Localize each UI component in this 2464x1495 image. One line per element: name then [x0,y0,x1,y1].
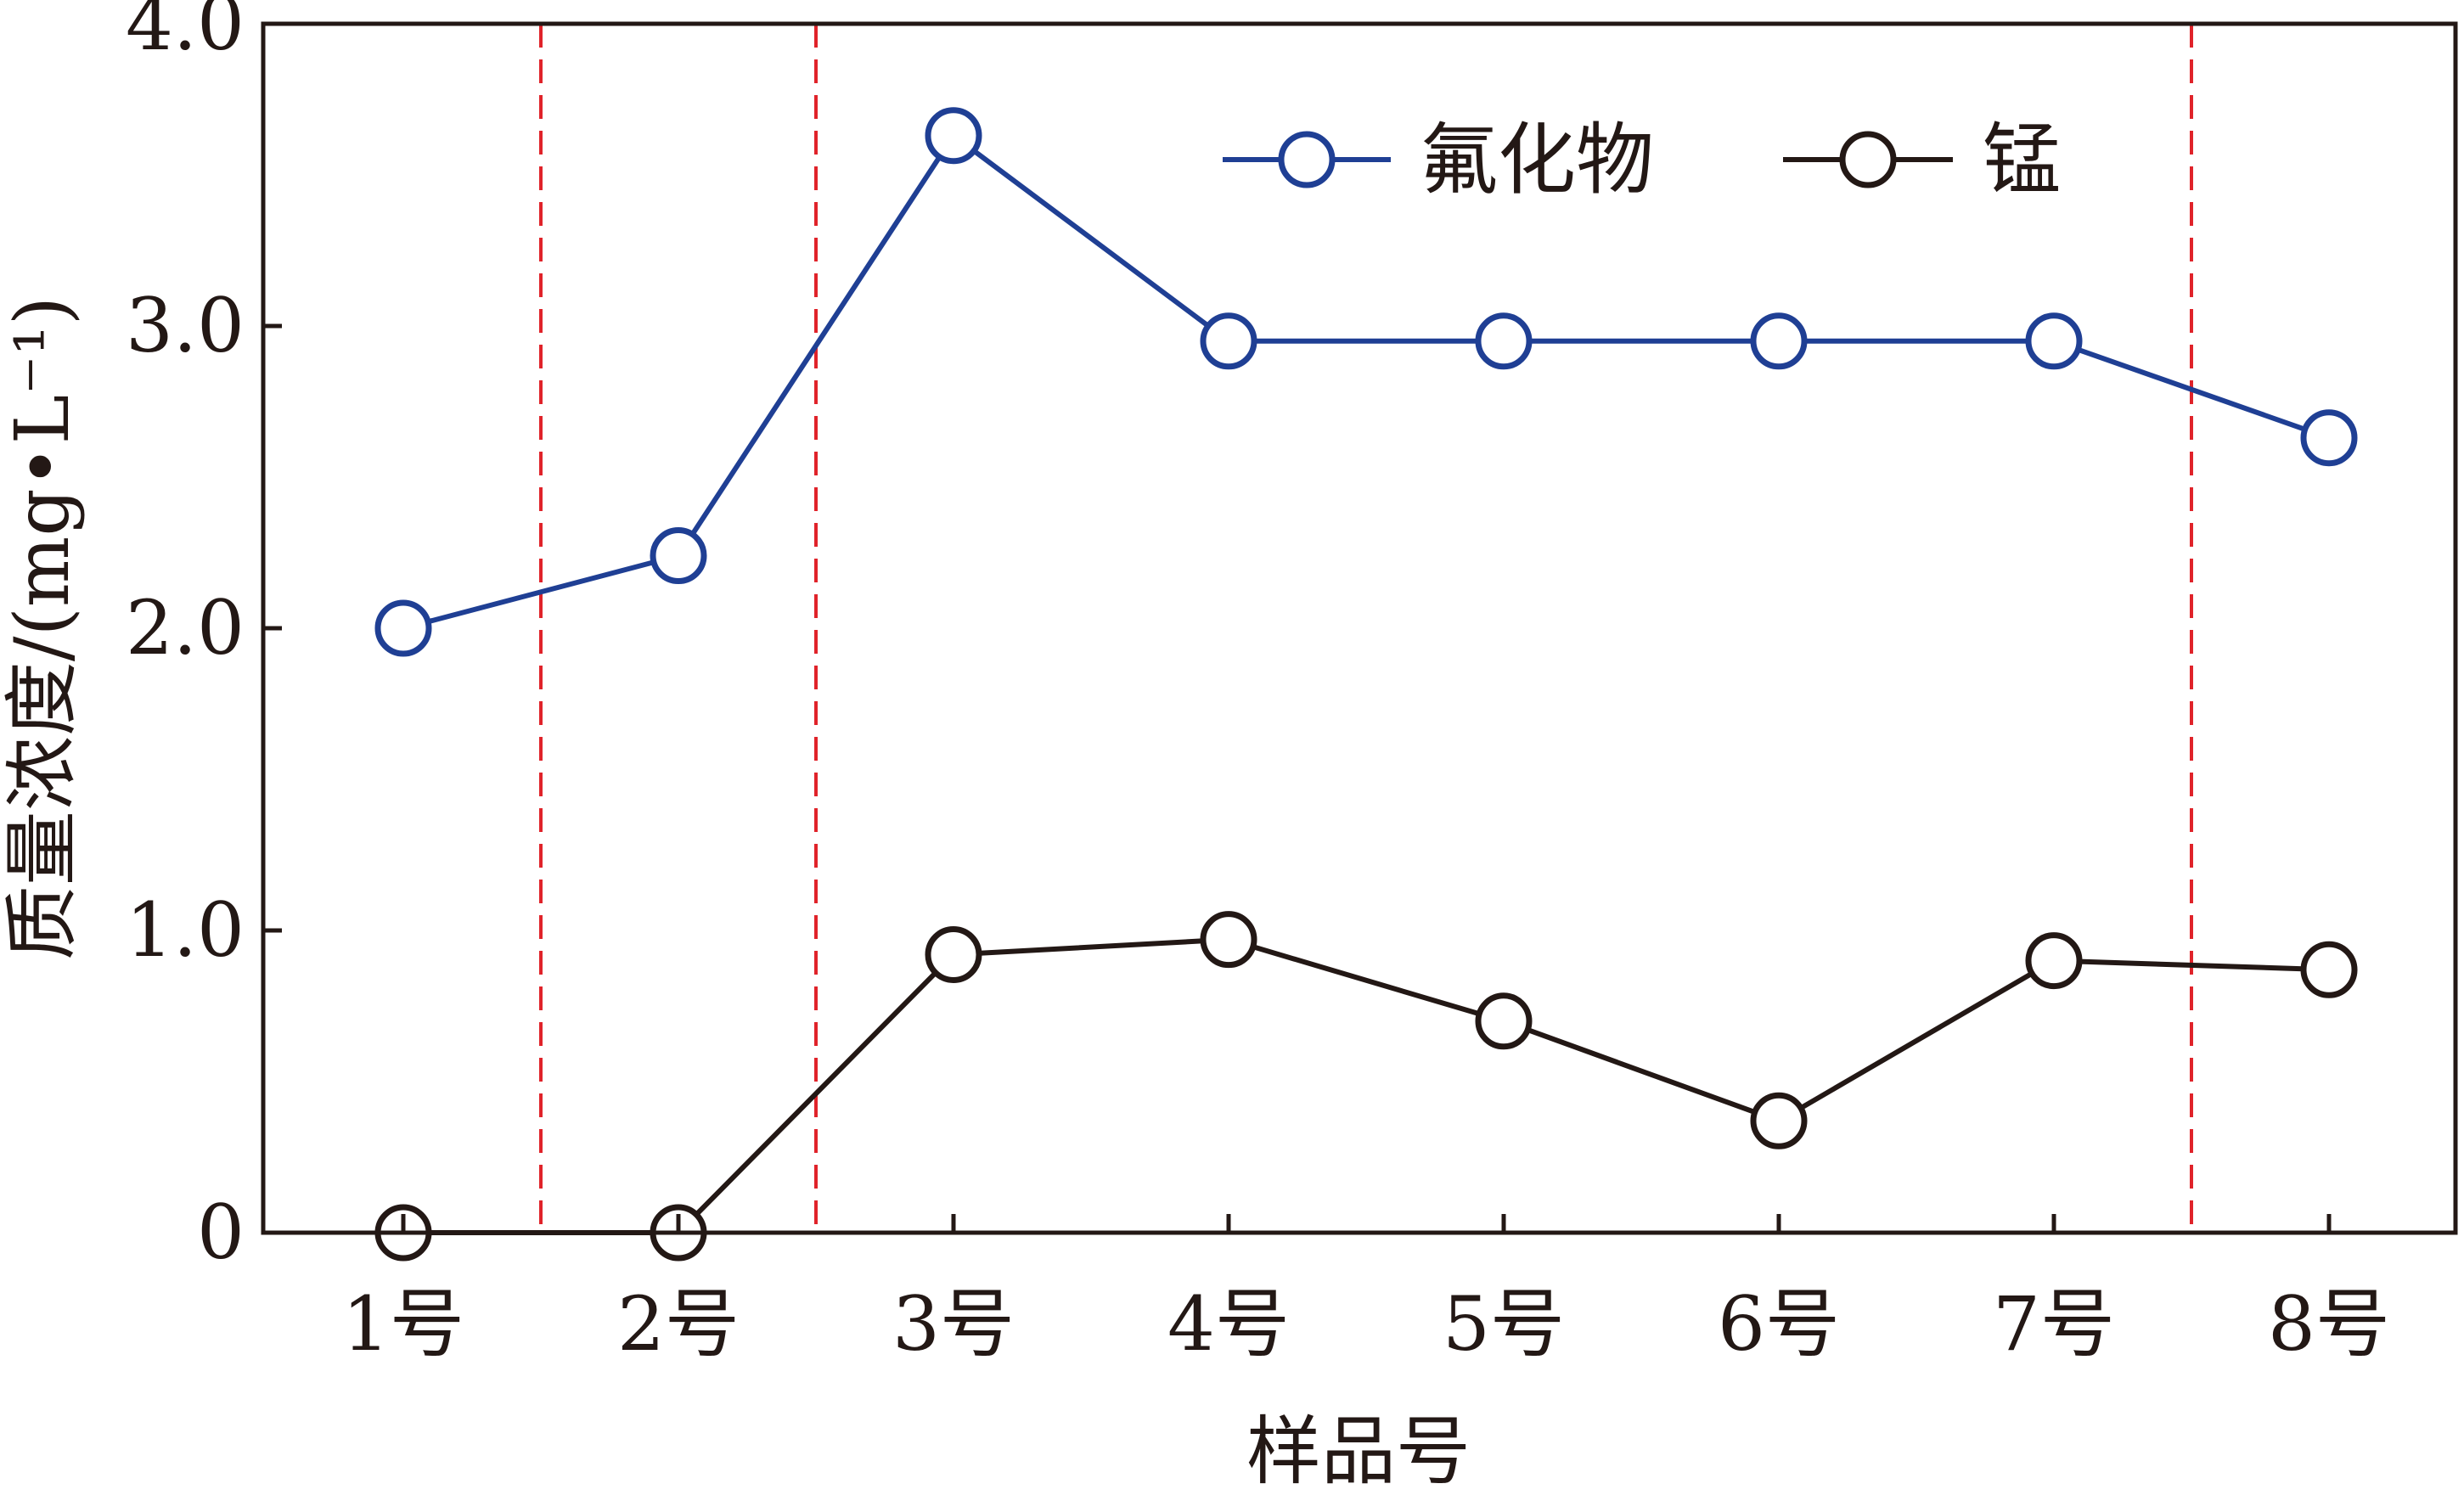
data-point-2-6 [1750,1092,1808,1149]
data-point-1-3 [925,107,982,165]
x-axis-title: 样品号 [1246,1408,1471,1495]
reference-lines [539,24,2193,1233]
legend-label-2: 锰 [1983,115,2061,205]
y-axis-title: 质量浓度/(mg•L⁻¹) [0,296,86,960]
y-tick-label: 3.0 [126,282,245,369]
data-point-1-5 [1475,312,1533,370]
data-point-1-8 [2300,409,2358,467]
legend: 氟化物 锰 [1223,115,2061,205]
data-point-1-1 [374,599,432,657]
y-tick-label: 4.0 [126,0,245,67]
plot-frame [261,21,2458,1235]
legend-marker-2 [1839,131,1897,188]
x-tick-label: 7号 [1993,1280,2115,1368]
data-point-2-4 [1200,911,1257,969]
x-tick-label: 4号 [1167,1280,1290,1368]
data-point-2-5 [1475,992,1533,1050]
legend-marker-1 [1278,131,1336,188]
y-tick-label: 1.0 [126,886,245,974]
data-point-2-3 [925,925,982,983]
x-tick-label: 2号 [617,1280,740,1368]
data-point-1-4 [1200,312,1257,370]
x-tick-label: 8号 [2268,1280,2390,1368]
series-line-2 [403,936,2330,1235]
x-tick-label: 3号 [892,1280,1015,1368]
y-tick-label: 2.0 [126,584,245,672]
series-line-1 [402,132,2330,631]
y-tick-label: 0 [197,1189,245,1276]
data-point-1-2 [650,527,707,585]
x-tick-label: 6号 [1718,1280,1840,1368]
data-point-2-7 [2025,932,2083,990]
x-tick-label: 5号 [1443,1280,1565,1368]
y-axis: 0 1.0 2.0 3.0 4.0 [126,0,282,1276]
legend-label-1: 氟化物 [1420,115,1654,205]
x-tick-label: 1号 [342,1280,464,1368]
data-point-1-7 [2025,312,2083,370]
series-lines [402,132,2330,1235]
data-point-2-8 [2300,941,2358,998]
x-axis: 1号 2号 3号 4号 5号 6号 7号 8号 [342,1214,2390,1368]
series-markers [374,107,2358,1262]
data-point-1-6 [1750,312,1808,370]
